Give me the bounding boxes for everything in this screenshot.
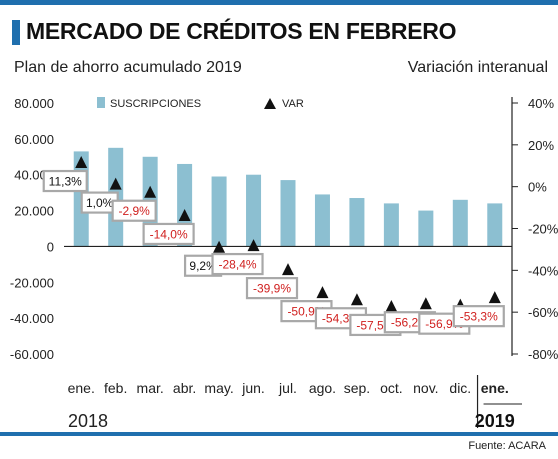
- y-left-tick-label: 0: [47, 239, 54, 254]
- year-label-2019: 2019: [475, 411, 515, 430]
- var-marker: [488, 291, 501, 304]
- var-marker: [75, 156, 88, 169]
- subtitle-right: Variación interanual: [407, 59, 548, 76]
- var-marker: [178, 208, 191, 221]
- data-label: -28,4%: [219, 258, 257, 272]
- x-tick-label: ene.: [68, 380, 95, 396]
- x-tick-label: ene.: [481, 380, 509, 396]
- var-marker: [247, 239, 260, 252]
- var-marker: [213, 240, 226, 253]
- x-tick-label: jul.: [278, 380, 297, 396]
- x-tick-label: jun.: [241, 380, 265, 396]
- data-label: -2,9%: [118, 204, 150, 218]
- y-right-tick-label: 40%: [528, 96, 554, 111]
- title-accent-marker: [12, 20, 20, 45]
- chart-title: MERCADO DE CRÉDITOS EN FEBRERO: [26, 18, 457, 44]
- data-label-box: [42, 169, 88, 193]
- y-left-tick-label: -20.000: [10, 275, 54, 290]
- bar: [383, 203, 399, 247]
- x-tick-label: dic.: [449, 380, 471, 396]
- source-note: Fuente: ACARA: [468, 440, 546, 452]
- bar: [314, 194, 330, 247]
- bar: [487, 203, 503, 247]
- y-right-tick-label: -20%: [528, 222, 558, 237]
- var-marker: [144, 185, 157, 198]
- legend-swatch-suscripciones: [97, 97, 105, 108]
- x-tick-label: abr.: [173, 380, 196, 396]
- legend-marker-var: [264, 98, 276, 109]
- y-left-tick-label: -40.000: [10, 311, 54, 326]
- bar: [246, 174, 262, 247]
- data-label-box: [245, 277, 299, 300]
- bar: [418, 210, 434, 247]
- x-tick-label: sep.: [344, 380, 370, 396]
- data-label-box: [452, 305, 505, 328]
- x-tick-label: nov.: [413, 380, 438, 396]
- y-right-tick-label: -60%: [528, 305, 558, 320]
- data-label-box: [111, 199, 157, 222]
- data-label: -53,3%: [460, 310, 498, 324]
- var-marker: [350, 293, 363, 306]
- data-label-box: [142, 222, 195, 246]
- var-marker: [109, 177, 122, 190]
- y-right-tick-label: 20%: [528, 138, 554, 153]
- y-right-tick-label: -40%: [528, 263, 558, 278]
- x-tick-label: ago.: [309, 380, 336, 396]
- x-tick-label: feb.: [104, 380, 127, 396]
- y-left-tick-label: 80.000: [14, 96, 54, 111]
- legend-label-suscripciones: SUSCRIPCIONES: [110, 98, 201, 110]
- var-marker: [282, 263, 294, 276]
- y-left-tick-label: 20.000: [14, 204, 54, 219]
- bar-chart: 80.00060.00040.00020.0000-20.000-40.000-…: [10, 96, 558, 430]
- y-right-tick-label: -80%: [528, 347, 558, 362]
- y-left-tick-label: 60.000: [14, 132, 54, 147]
- data-label-box: [211, 252, 264, 276]
- bar: [349, 198, 365, 247]
- legend-label-var: VAR: [282, 98, 304, 110]
- var-marker: [316, 286, 329, 299]
- y-right-tick-label: 0%: [528, 180, 547, 195]
- x-tick-label: mar.: [137, 380, 164, 396]
- bottom-accent-bar: [0, 432, 558, 436]
- x-tick-label: oct.: [380, 380, 403, 396]
- subtitle-left: Plan de ahorro acumulado 2019: [14, 59, 242, 76]
- data-label: 1,0%: [86, 196, 114, 210]
- bar: [452, 199, 468, 247]
- bar: [211, 176, 227, 247]
- data-label: -14,0%: [150, 227, 188, 241]
- data-label: 11,3%: [49, 175, 82, 189]
- var-marker: [385, 299, 398, 312]
- bar: [280, 180, 296, 247]
- var-marker: [419, 297, 432, 310]
- year-label-2018: 2018: [68, 411, 108, 430]
- top-accent-bar: [0, 0, 558, 5]
- data-label: 9,2%: [189, 259, 217, 273]
- data-label: -39,9%: [253, 282, 291, 296]
- y-left-tick-label: -60.000: [10, 347, 54, 362]
- x-tick-label: may.: [204, 380, 233, 396]
